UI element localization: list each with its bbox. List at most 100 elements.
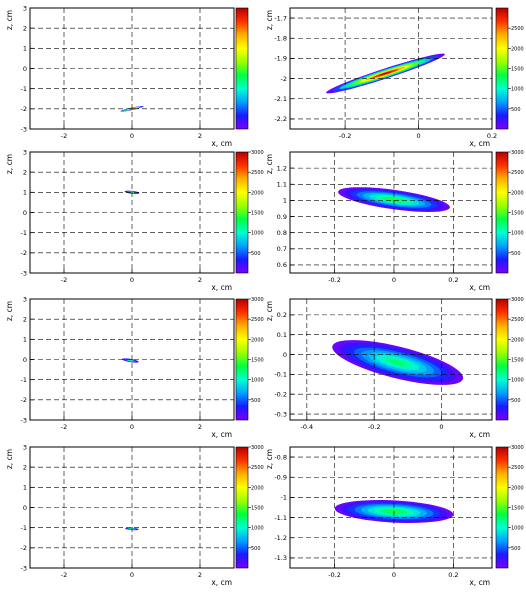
colorbar-tick-label: 3000 xyxy=(251,445,264,451)
colorbar xyxy=(495,298,509,421)
colorbar-tick-label: 2500 xyxy=(511,170,524,176)
y-tick-label: -1.8 xyxy=(274,35,287,43)
y-axis-label: z, cm xyxy=(5,301,14,321)
y-tick-label: 0.7 xyxy=(277,245,287,253)
panel-1: -2 0 2 -3 -2 -1 0 1 2 3 x, cm z, cm xyxy=(5,4,249,148)
y-axis-label: z, cm xyxy=(265,154,274,174)
x-tick-label: 0 xyxy=(130,423,134,431)
colorbar-tick-label: 2000 xyxy=(251,485,264,491)
y-tick-label: -0.9 xyxy=(274,474,287,482)
colorbar-tick-label: 2500 xyxy=(251,465,264,471)
y-tick-label: -2 xyxy=(21,249,27,257)
colorbar-tick-label: 1500 xyxy=(511,211,524,217)
x-tick-label: 2 xyxy=(198,132,202,140)
y-tick-label: 1.1 xyxy=(277,181,287,189)
colorbar-tick-label: 2500 xyxy=(251,317,264,323)
y-tick-label: -0.3 xyxy=(274,410,287,418)
y-tick-label: -1.2 xyxy=(274,534,287,542)
plot-frame xyxy=(289,7,493,130)
panel-8: -0.2 0 0.2 -1.3 -1.2 -1.1 -1 -0.9 -0.8 x, cm z, cm… xyxy=(265,445,524,587)
colorbar xyxy=(235,151,249,274)
x-axis-label: x, cm xyxy=(469,283,490,292)
x-tick-label: 0 xyxy=(416,132,420,140)
y-axis-label: z, cm xyxy=(5,10,14,30)
x-axis-label: x, cm xyxy=(211,578,232,587)
density-contour xyxy=(378,71,393,76)
colorbar-tick-label: 2000 xyxy=(511,337,524,343)
heatmap xyxy=(332,340,464,385)
y-tick-label: -3 xyxy=(21,269,27,277)
colorbar xyxy=(495,446,509,569)
colorbar-tick-label: 3000 xyxy=(511,150,524,156)
x-tick-label: -0.2 xyxy=(328,571,341,579)
y-axis-label: z, cm xyxy=(265,449,274,469)
colorbar-tick-label: 1000 xyxy=(511,526,524,532)
y-tick-label: 2 xyxy=(23,315,27,323)
panel-6: -0.4 -0.2 0 -0.3 -0.2 -0.1 0 0.1 0.2 x, cm z, cm 50… xyxy=(265,297,524,439)
panel-7: -2 0 2 -3 -2 -1 0 1 2 3 x, cm z, cm 500 1000 1500 2000 2… xyxy=(5,443,264,587)
y-tick-label: 0.9 xyxy=(277,213,287,221)
x-tick-label: -2 xyxy=(61,276,67,284)
y-tick-label: 0 xyxy=(23,356,27,364)
y-tick-label: -1 xyxy=(281,494,287,502)
colorbar-tick-label: 1000 xyxy=(511,378,524,384)
y-tick-label: -0.2 xyxy=(274,391,287,399)
colorbar xyxy=(495,7,509,130)
y-tick-label: 0.2 xyxy=(277,311,287,319)
y-tick-label: 0.8 xyxy=(277,229,287,237)
y-tick-label: -1.3 xyxy=(274,554,287,562)
y-tick-label: 0 xyxy=(283,351,287,359)
x-axis-label: x, cm xyxy=(469,578,490,587)
y-tick-label: -1.9 xyxy=(274,55,287,63)
y-tick-label: 0.1 xyxy=(277,331,287,339)
x-tick-label: -0.2 xyxy=(339,132,352,140)
colorbar-tick-label: 500 xyxy=(251,546,261,552)
y-tick-label: -1 xyxy=(21,376,27,384)
colorbar-tick-label: 3000 xyxy=(251,297,264,303)
y-tick-label: 1.2 xyxy=(277,164,287,172)
x-tick-label: 0 xyxy=(439,423,443,431)
y-tick-label: 0.6 xyxy=(277,261,287,269)
x-tick-label: -0.4 xyxy=(300,423,313,431)
colorbar-tick-label: 500 xyxy=(511,251,521,257)
density-contour xyxy=(129,359,132,362)
y-tick-label: -1.1 xyxy=(274,514,287,522)
y-tick-label: 2 xyxy=(23,463,27,471)
plot-frame xyxy=(289,446,493,569)
colorbar-tick-label: 1000 xyxy=(511,231,524,237)
y-tick-label: 1 xyxy=(23,484,27,492)
plot-frame xyxy=(289,151,493,274)
x-axis-label: x, cm xyxy=(211,283,232,292)
y-axis-label: z, cm xyxy=(5,449,14,469)
y-axis-label: z, cm xyxy=(5,154,14,174)
colorbar-tick-label: 1000 xyxy=(251,526,264,532)
density-contour xyxy=(390,360,405,365)
y-tick-label: -0.8 xyxy=(274,453,287,461)
y-tick-label: 1 xyxy=(23,336,27,344)
colorbar-tick-label: 2500 xyxy=(511,26,524,32)
colorbar xyxy=(235,298,249,421)
x-tick-label: 0.2 xyxy=(448,571,458,579)
panel-4: -0.2 0 0.2 0.6 0.7 0.8 0.9 1 1.1 1.2 x, cm z, cm 500… xyxy=(265,150,524,292)
y-tick-label: -2 xyxy=(21,105,27,113)
y-tick-label: 1 xyxy=(283,197,287,205)
y-tick-label: -2.2 xyxy=(274,115,287,123)
colorbar-tick-label: 1000 xyxy=(251,378,264,384)
x-tick-label: 0 xyxy=(130,571,134,579)
x-axis-label: x, cm xyxy=(211,139,232,148)
x-tick-label: 2 xyxy=(198,276,202,284)
plot-area xyxy=(290,152,492,273)
heatmap xyxy=(326,53,445,94)
y-tick-label: -1 xyxy=(21,229,27,237)
colorbar-tick-label: 2000 xyxy=(511,190,524,196)
colorbar-tick-label: 500 xyxy=(251,398,261,404)
panel-2: -0.2 0 0.2 -2.2 -2.1 -2 -1.9 -1.8 -1.7 x, cm z, cm… xyxy=(265,7,524,148)
colorbar-tick-label: 3000 xyxy=(251,150,264,156)
y-tick-label: -0.1 xyxy=(274,371,287,379)
colorbar xyxy=(495,151,509,274)
colorbar-tick-label: 1000 xyxy=(511,87,524,93)
y-tick-label: 2 xyxy=(23,168,27,176)
y-tick-label: 0 xyxy=(23,504,27,512)
y-tick-label: 0 xyxy=(23,209,27,217)
